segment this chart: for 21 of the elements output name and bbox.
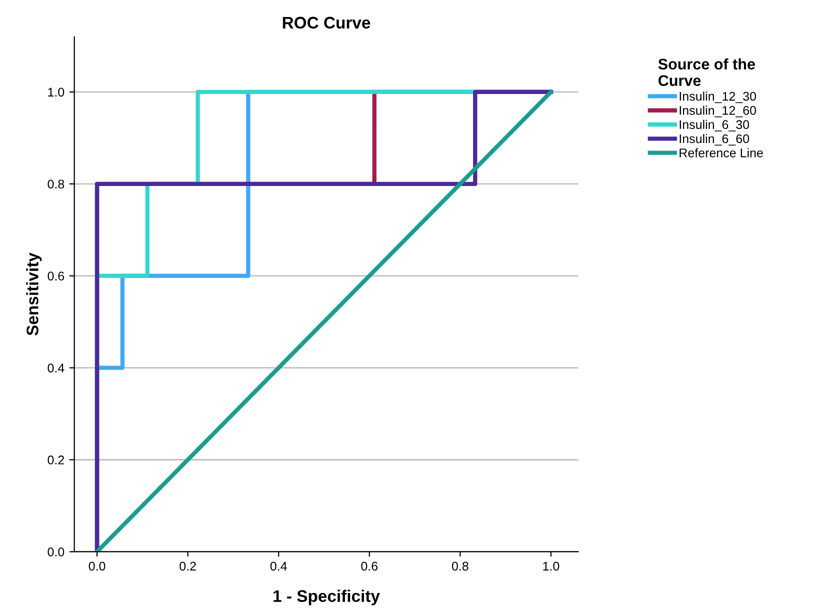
chart-title: ROC Curve (282, 16, 370, 29)
y-tick-label: 1.0 (48, 88, 64, 97)
x-tick-label: 0.4 (270, 562, 287, 571)
x-tick-label: 0.0 (88, 562, 106, 571)
x-tick-label: 0.8 (452, 562, 468, 571)
x-tick-label: 0.2 (180, 562, 196, 571)
legend-title: Source of the Curve (658, 58, 755, 86)
x-axis-title: 1 - Specificity (274, 590, 380, 606)
y-tick-label: 0.2 (48, 456, 64, 464)
legend-label: Insulin_6_30 (680, 120, 750, 132)
legend-label: Insulin_12_60 (680, 106, 756, 118)
legend-label: Reference Line (680, 148, 763, 158)
legend-label: Insulin_6_60 (680, 134, 750, 146)
y-tick-label: 0.6 (48, 272, 64, 280)
y-axis-title: Sensitivity (26, 252, 42, 336)
y-tick-label: 0.8 (48, 180, 64, 189)
y-tick-label: 0.0 (48, 548, 64, 556)
legend-label: Insulin_12_30 (680, 92, 756, 104)
y-tick-label: 0.4 (48, 364, 64, 372)
x-tick-label: 0.6 (361, 562, 378, 571)
x-tick-label: 1.0 (543, 562, 560, 571)
